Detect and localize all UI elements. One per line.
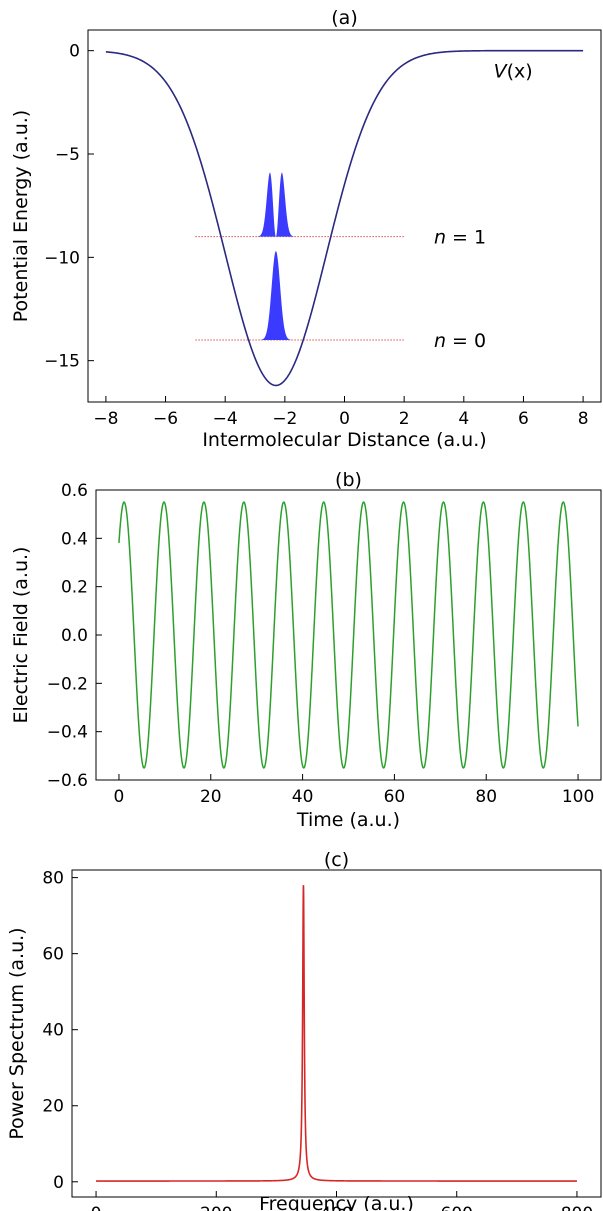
wavefunction-density-n1 [246,172,306,237]
y-tick-label: 0 [53,1173,64,1193]
x-axis-label: Intermolecular Distance (a.u.) [202,429,486,451]
y-tick-label: −0.2 [47,674,88,694]
x-tick-label: 6 [518,409,529,429]
axes-frame [71,869,602,1198]
y-tick-label: −15 [44,352,80,372]
y-tick-label: −10 [44,248,80,268]
x-tick-label: 400 [320,1204,352,1211]
x-tick-label: 60 [384,787,406,807]
power-spectrum-line [96,885,577,1182]
panel-title: (c) [324,849,349,871]
x-tick-label: 20 [200,787,222,807]
x-axis-label: Time (a.u.) [296,809,400,831]
level-label: n = 1 [434,227,486,249]
y-tick-label: −0.4 [47,723,88,743]
y-tick-label: 60 [42,945,64,965]
x-tick-label: 80 [475,787,497,807]
x-tick-label: 100 [562,787,594,807]
panel-title: (b) [335,469,362,491]
y-tick-label: 0.6 [61,481,88,501]
y-axis-label: Power Spectrum (a.u.) [6,927,28,1139]
x-tick-label: 0 [339,409,350,429]
potential-curve [105,49,584,387]
y-tick-label: −5 [55,145,80,165]
y-tick-label: 40 [42,1021,64,1041]
panel-title: (a) [331,7,357,29]
plot-area [118,501,579,769]
plot-area [96,885,577,1182]
electric-field-line [118,501,579,769]
panel-b: (b) 0 20 40 60 80 100 0.6 0.4 0.2 0.0 −0.2 −0.4 −0.6 T… [10,469,602,831]
x-tick-label: −8 [93,409,118,429]
x-tick-label: −4 [213,409,238,429]
y-axis-label: Electric Field (a.u.) [10,547,32,724]
x-tick-label: 40 [292,787,314,807]
x-tick-label: 4 [458,409,469,429]
x-tick-label: 0 [91,1204,102,1211]
level-label: n = 0 [434,330,486,352]
y-tick-label: 0 [69,42,80,62]
x-tick-label: 2 [399,409,410,429]
axes-frame [87,29,602,403]
plot-area [105,49,584,387]
y-tick-label: 20 [42,1097,64,1117]
x-tick-label: 200 [200,1204,232,1211]
x-tick-label: 600 [441,1204,473,1211]
y-tick-label: 80 [42,869,64,889]
x-tick-label: −2 [272,409,297,429]
y-tick-label: 0.0 [61,626,88,646]
panel-a: (a) −8 −6 −4 −2 0 2 4 6 8 0 −5 −10 −15 Intermolecular … [10,7,602,451]
axes-frame [95,489,602,781]
x-tick-label: −6 [153,409,178,429]
x-tick-label: 8 [578,409,589,429]
x-axis-label: Frequency (a.u.) [259,1193,414,1211]
wavefunction-density-n0 [246,251,306,340]
potential-label: V(x) [494,61,533,83]
x-tick-label: 0 [114,787,125,807]
y-tick-label: −0.6 [47,771,88,791]
x-tick-label: 800 [561,1204,593,1211]
y-axis-label: Potential Energy (a.u.) [10,110,32,322]
panel-c: (c)0200400600800806040200Frequency (a.u.… [6,849,602,1211]
y-tick-label: 0.4 [61,529,88,549]
y-tick-label: 0.2 [61,578,88,598]
